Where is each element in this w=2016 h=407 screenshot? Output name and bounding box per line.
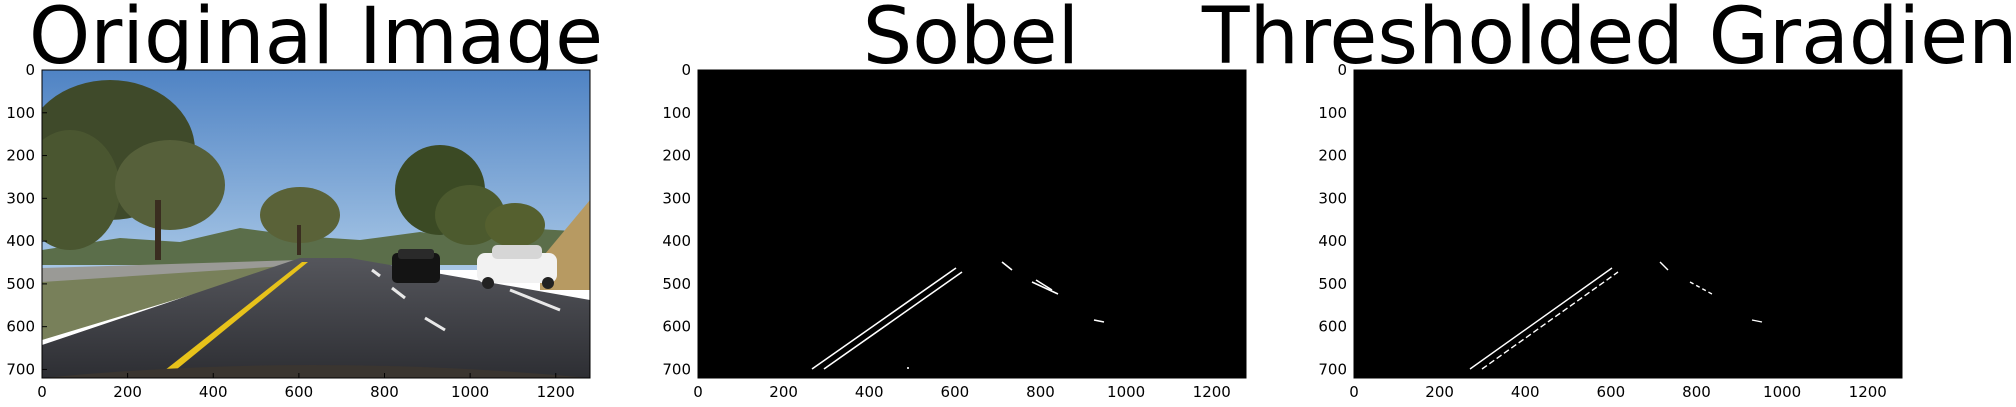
y-tick-label: 100	[662, 104, 691, 122]
x-tick-label: 600	[1597, 383, 1626, 401]
y-tick-label: 100	[6, 104, 35, 122]
axes-frame	[697, 69, 1247, 379]
left-trees	[42, 80, 340, 260]
x-tick-label: 0	[693, 383, 703, 401]
panel-title: Thresholded Gradient	[1201, 0, 2016, 82]
x-tick-label: 0	[1349, 383, 1359, 401]
x-tick-label: 1000	[1107, 383, 1145, 401]
y-tick-label: 300	[6, 189, 35, 207]
y-tick-label: 500	[1318, 275, 1347, 293]
x-tick-label: 800	[1026, 383, 1055, 401]
dark-car	[392, 249, 440, 283]
x-tick-label: 400	[199, 383, 228, 401]
y-tick-label: 500	[6, 275, 35, 293]
panel-original: Original Image	[6, 0, 603, 401]
x-tick-label: 400	[1511, 383, 1540, 401]
y-tick-label: 200	[6, 147, 35, 165]
y-tick-label: 600	[1318, 318, 1347, 336]
binary-image	[698, 70, 1246, 378]
x-tick-label: 1000	[451, 383, 489, 401]
axes-frame	[1353, 69, 1903, 379]
x-tick-label: 400	[855, 383, 884, 401]
white-car	[477, 245, 557, 289]
yellow-lane	[155, 262, 308, 378]
y-tick-label: 200	[1318, 147, 1347, 165]
x-tick-label: 1200	[1193, 383, 1231, 401]
x-tick-label: 0	[37, 383, 47, 401]
panel-thresholded: Thresholded Gradient 0 200 400 600 800 1000 12…	[1201, 0, 2016, 401]
road-photo	[42, 70, 590, 378]
car-hood	[42, 365, 590, 378]
binary-image	[1354, 70, 1902, 378]
x-tick-label: 1200	[537, 383, 575, 401]
x-tick-label: 200	[1425, 383, 1454, 401]
y-tick-label: 400	[662, 232, 691, 250]
y-tick-label: 0	[681, 61, 691, 79]
x-tick-label: 200	[113, 383, 142, 401]
panel-title: Original Image	[29, 0, 603, 82]
y-tick-label: 400	[1318, 232, 1347, 250]
x-tick-label: 200	[769, 383, 798, 401]
y-tick-label: 700	[1318, 360, 1347, 378]
x-tick-label: 1000	[1763, 383, 1801, 401]
y-tick-label: 200	[662, 147, 691, 165]
guardrail	[42, 260, 300, 282]
panel-sobel: Sobel 0 200 400 600 800 1000 1200 0 100 200 300 400…	[662, 0, 1247, 401]
edge-pixels	[811, 261, 1105, 370]
y-tick-label: 400	[6, 232, 35, 250]
y-tick-label: 600	[662, 318, 691, 336]
x-tick-label: 800	[1682, 383, 1711, 401]
axes-frame	[41, 69, 591, 379]
y-tick-label: 100	[1318, 104, 1347, 122]
x-tick-label: 600	[285, 383, 314, 401]
road	[42, 258, 590, 378]
y-tick-label: 300	[662, 189, 691, 207]
y-tick-label: 700	[662, 360, 691, 378]
panel-title: Sobel	[863, 0, 1079, 82]
y-tick-label: 700	[6, 360, 35, 378]
y-tick-label: 0	[1337, 61, 1347, 79]
right-trees	[395, 145, 545, 247]
edge-pixels	[1469, 261, 1763, 370]
x-tick-label: 1200	[1849, 383, 1887, 401]
white-lanes	[371, 268, 561, 332]
y-tick-label: 500	[662, 275, 691, 293]
y-tick-label: 0	[25, 61, 35, 79]
x-tick-label: 800	[370, 383, 399, 401]
x-tick-label: 600	[941, 383, 970, 401]
y-tick-label: 300	[1318, 189, 1347, 207]
y-tick-label: 600	[6, 318, 35, 336]
